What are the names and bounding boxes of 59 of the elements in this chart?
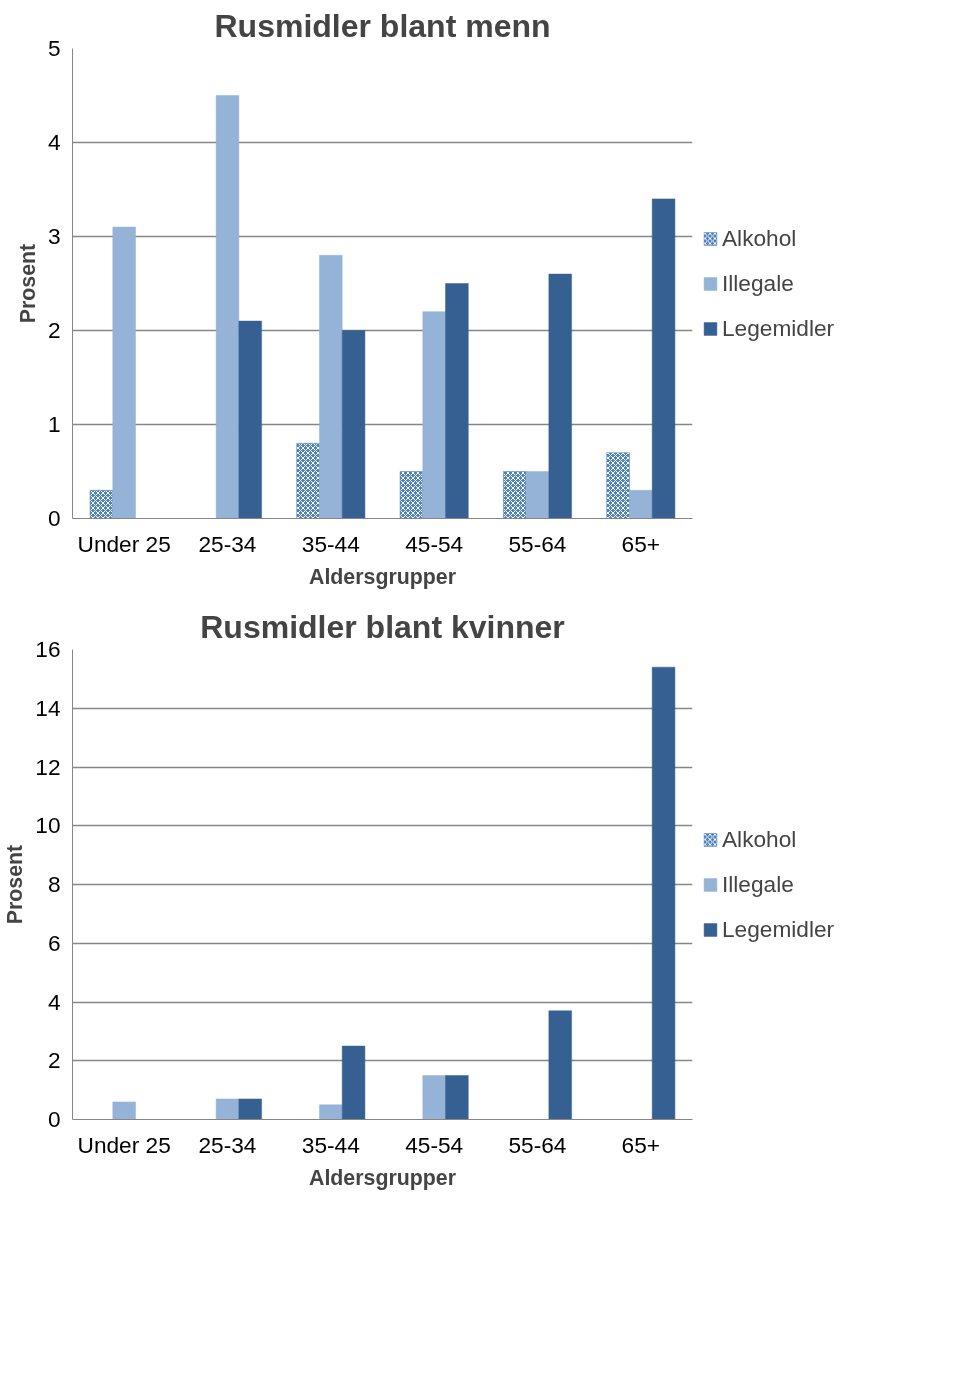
- y-tick-label: 10: [35, 812, 61, 839]
- y-tick-label: 8: [47, 871, 61, 897]
- x-tick-label: 65+: [621, 1131, 661, 1158]
- bar: [629, 490, 653, 519]
- y-tick-label: 14: [35, 694, 61, 721]
- y-tick-label: 6: [47, 929, 61, 956]
- legend-label: Legemidler: [722, 915, 835, 943]
- y-tick-label: 2: [47, 1047, 61, 1074]
- bar: [341, 1045, 366, 1120]
- bar: [112, 226, 136, 519]
- bar: [238, 1098, 262, 1120]
- x-tick-label: 55-64: [508, 1131, 567, 1158]
- y-tick-label: 0: [47, 505, 61, 531]
- bar: [651, 198, 676, 519]
- x-tick-label: 35-44: [301, 1131, 360, 1158]
- y-tick-label: 4: [47, 988, 61, 1015]
- legend-label: Alkohol: [722, 825, 797, 853]
- bar: [525, 471, 550, 519]
- legend-label: Illegale: [722, 269, 794, 297]
- bar: [445, 1075, 469, 1120]
- y-tick-label: 16: [35, 636, 61, 662]
- y-tick-label: 2: [47, 317, 61, 343]
- bar: [548, 273, 572, 519]
- bar: [422, 311, 446, 519]
- bar: [548, 1010, 572, 1120]
- x-tick-label: 65+: [621, 530, 661, 557]
- bar: [319, 1104, 343, 1120]
- x-tick-label: 45-54: [405, 1131, 464, 1158]
- legend-label: Illegale: [722, 870, 794, 898]
- bar: [341, 330, 366, 519]
- chart-title: Rusmidler blant kvinner: [200, 608, 565, 645]
- bar: [215, 1098, 240, 1120]
- y-axis-title: Prosent: [3, 844, 28, 925]
- x-tick-label: Under 25: [77, 530, 171, 557]
- y-axis-title: Prosent: [15, 243, 40, 324]
- y-tick-label: 5: [47, 35, 61, 61]
- bar: [238, 320, 262, 519]
- legend-label: Alkohol: [722, 224, 797, 252]
- legend-label: Legemidler: [722, 314, 835, 342]
- y-tick-label: 1: [47, 411, 61, 437]
- x-tick-label: 35-44: [301, 530, 360, 557]
- x-tick-label: 45-54: [405, 530, 464, 557]
- bar: [445, 283, 469, 519]
- bar: [651, 666, 676, 1120]
- x-tick-label: 55-64: [508, 530, 567, 557]
- y-tick-label: 0: [47, 1106, 61, 1132]
- y-tick-label: 12: [35, 753, 61, 780]
- x-tick-label: Under 25: [77, 1131, 171, 1158]
- x-axis-title: Aldersgrupper: [309, 564, 456, 589]
- bar: [215, 95, 240, 519]
- y-tick-label: 4: [47, 129, 61, 155]
- chart-title: Rusmidler blant menn: [214, 7, 551, 44]
- bar: [112, 1101, 136, 1120]
- bar: [422, 1075, 446, 1120]
- bar: [319, 255, 343, 519]
- x-axis-title: Aldersgrupper: [309, 1165, 456, 1190]
- x-tick-label: 25-34: [198, 530, 257, 557]
- y-tick-label: 3: [47, 223, 61, 249]
- x-tick-label: 25-34: [198, 1131, 257, 1158]
